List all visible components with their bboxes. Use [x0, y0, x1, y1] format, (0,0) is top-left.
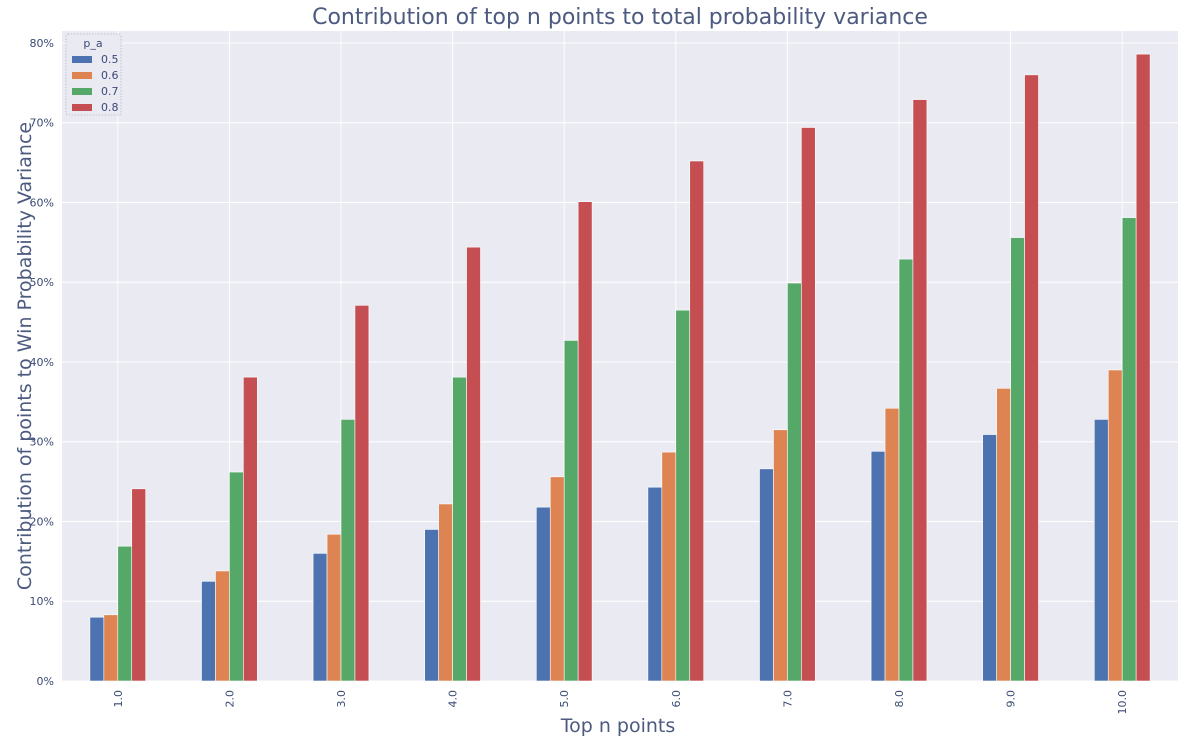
bar-0.6-4.0: [439, 504, 453, 681]
legend-swatch: [72, 56, 92, 63]
bar-0.5-10.0: [1094, 419, 1108, 681]
legend: p_a 0.5 0.6 0.7 0.8: [66, 34, 121, 115]
bar-0.6-8.0: [885, 408, 899, 681]
legend-swatch: [72, 104, 92, 111]
bar-0.6-5.0: [550, 477, 564, 681]
x-tick-label: 10.0: [1116, 690, 1129, 715]
bar-0.8-3.0: [355, 305, 369, 681]
bar-0.8-7.0: [801, 128, 815, 681]
legend-entry: 0.7: [101, 85, 119, 98]
chart-title: Contribution of top n points to total pr…: [312, 5, 928, 30]
bar-0.6-1.0: [104, 615, 118, 681]
x-tick-label: 4.0: [447, 690, 460, 708]
bar-0.8-10.0: [1136, 54, 1150, 681]
bar-0.8-8.0: [913, 100, 927, 681]
y-tick-label: 10%: [30, 595, 54, 608]
bar-0.7-7.0: [787, 283, 801, 681]
x-tick-label: 8.0: [893, 690, 906, 708]
legend-entry: 0.6: [101, 69, 119, 82]
bar-0.7-10.0: [1122, 218, 1136, 681]
bar-0.6-2.0: [215, 571, 229, 681]
bar-0.5-2.0: [202, 581, 216, 681]
bar-0.5-7.0: [760, 469, 774, 681]
y-tick-label: 80%: [30, 37, 54, 50]
bar-0.7-8.0: [899, 259, 913, 681]
x-tick-label: 9.0: [1005, 690, 1018, 708]
bar-0.5-6.0: [648, 487, 662, 681]
bar-0.7-5.0: [564, 340, 578, 681]
bar-0.5-3.0: [313, 553, 327, 681]
bar-0.6-9.0: [997, 388, 1011, 681]
bar-0.6-6.0: [662, 452, 676, 681]
bar-0.8-4.0: [467, 247, 481, 681]
x-tick-label: 6.0: [670, 690, 683, 708]
x-axis-label: Top n points: [560, 715, 676, 737]
bar-0.6-3.0: [327, 534, 341, 681]
legend-entry: 0.5: [101, 53, 119, 66]
legend-title: p_a: [83, 37, 102, 50]
bar-0.7-3.0: [341, 419, 355, 681]
x-tick-label: 1.0: [112, 690, 125, 708]
x-tick-label: 2.0: [223, 690, 236, 708]
y-tick-label: 0%: [37, 675, 54, 688]
x-tick-label: 7.0: [781, 690, 794, 708]
bar-0.5-9.0: [983, 435, 997, 681]
bar-0.8-1.0: [132, 489, 146, 681]
bar-0.8-6.0: [690, 161, 704, 681]
legend-swatch: [72, 88, 92, 95]
legend-swatch: [72, 72, 92, 79]
legend-entry: 0.8: [101, 101, 119, 114]
x-tick-labels: 1.0 2.0 3.0 4.0 5.0 6.0 7.0 8.0 9.0 10.0: [112, 690, 1129, 715]
bar-0.7-4.0: [453, 377, 467, 681]
x-tick-label: 3.0: [335, 690, 348, 708]
bar-0.5-5.0: [536, 507, 550, 681]
bar-0.7-9.0: [1011, 238, 1025, 681]
bar-0.7-6.0: [676, 310, 690, 681]
y-axis-label: Contribution of points to Win Probabilit…: [14, 122, 36, 590]
bar-0.7-2.0: [229, 472, 243, 681]
bar-0.8-9.0: [1025, 75, 1039, 681]
x-tick-label: 5.0: [558, 690, 571, 708]
bar-0.5-1.0: [90, 617, 104, 681]
bar-0.5-8.0: [871, 451, 885, 681]
bar-0.6-7.0: [773, 430, 787, 681]
bar-0.8-2.0: [243, 377, 257, 681]
bar-0.8-5.0: [578, 202, 592, 681]
bar-0.5-4.0: [425, 529, 439, 681]
bar-0.7-1.0: [118, 546, 132, 681]
bar-0.6-10.0: [1108, 370, 1122, 681]
